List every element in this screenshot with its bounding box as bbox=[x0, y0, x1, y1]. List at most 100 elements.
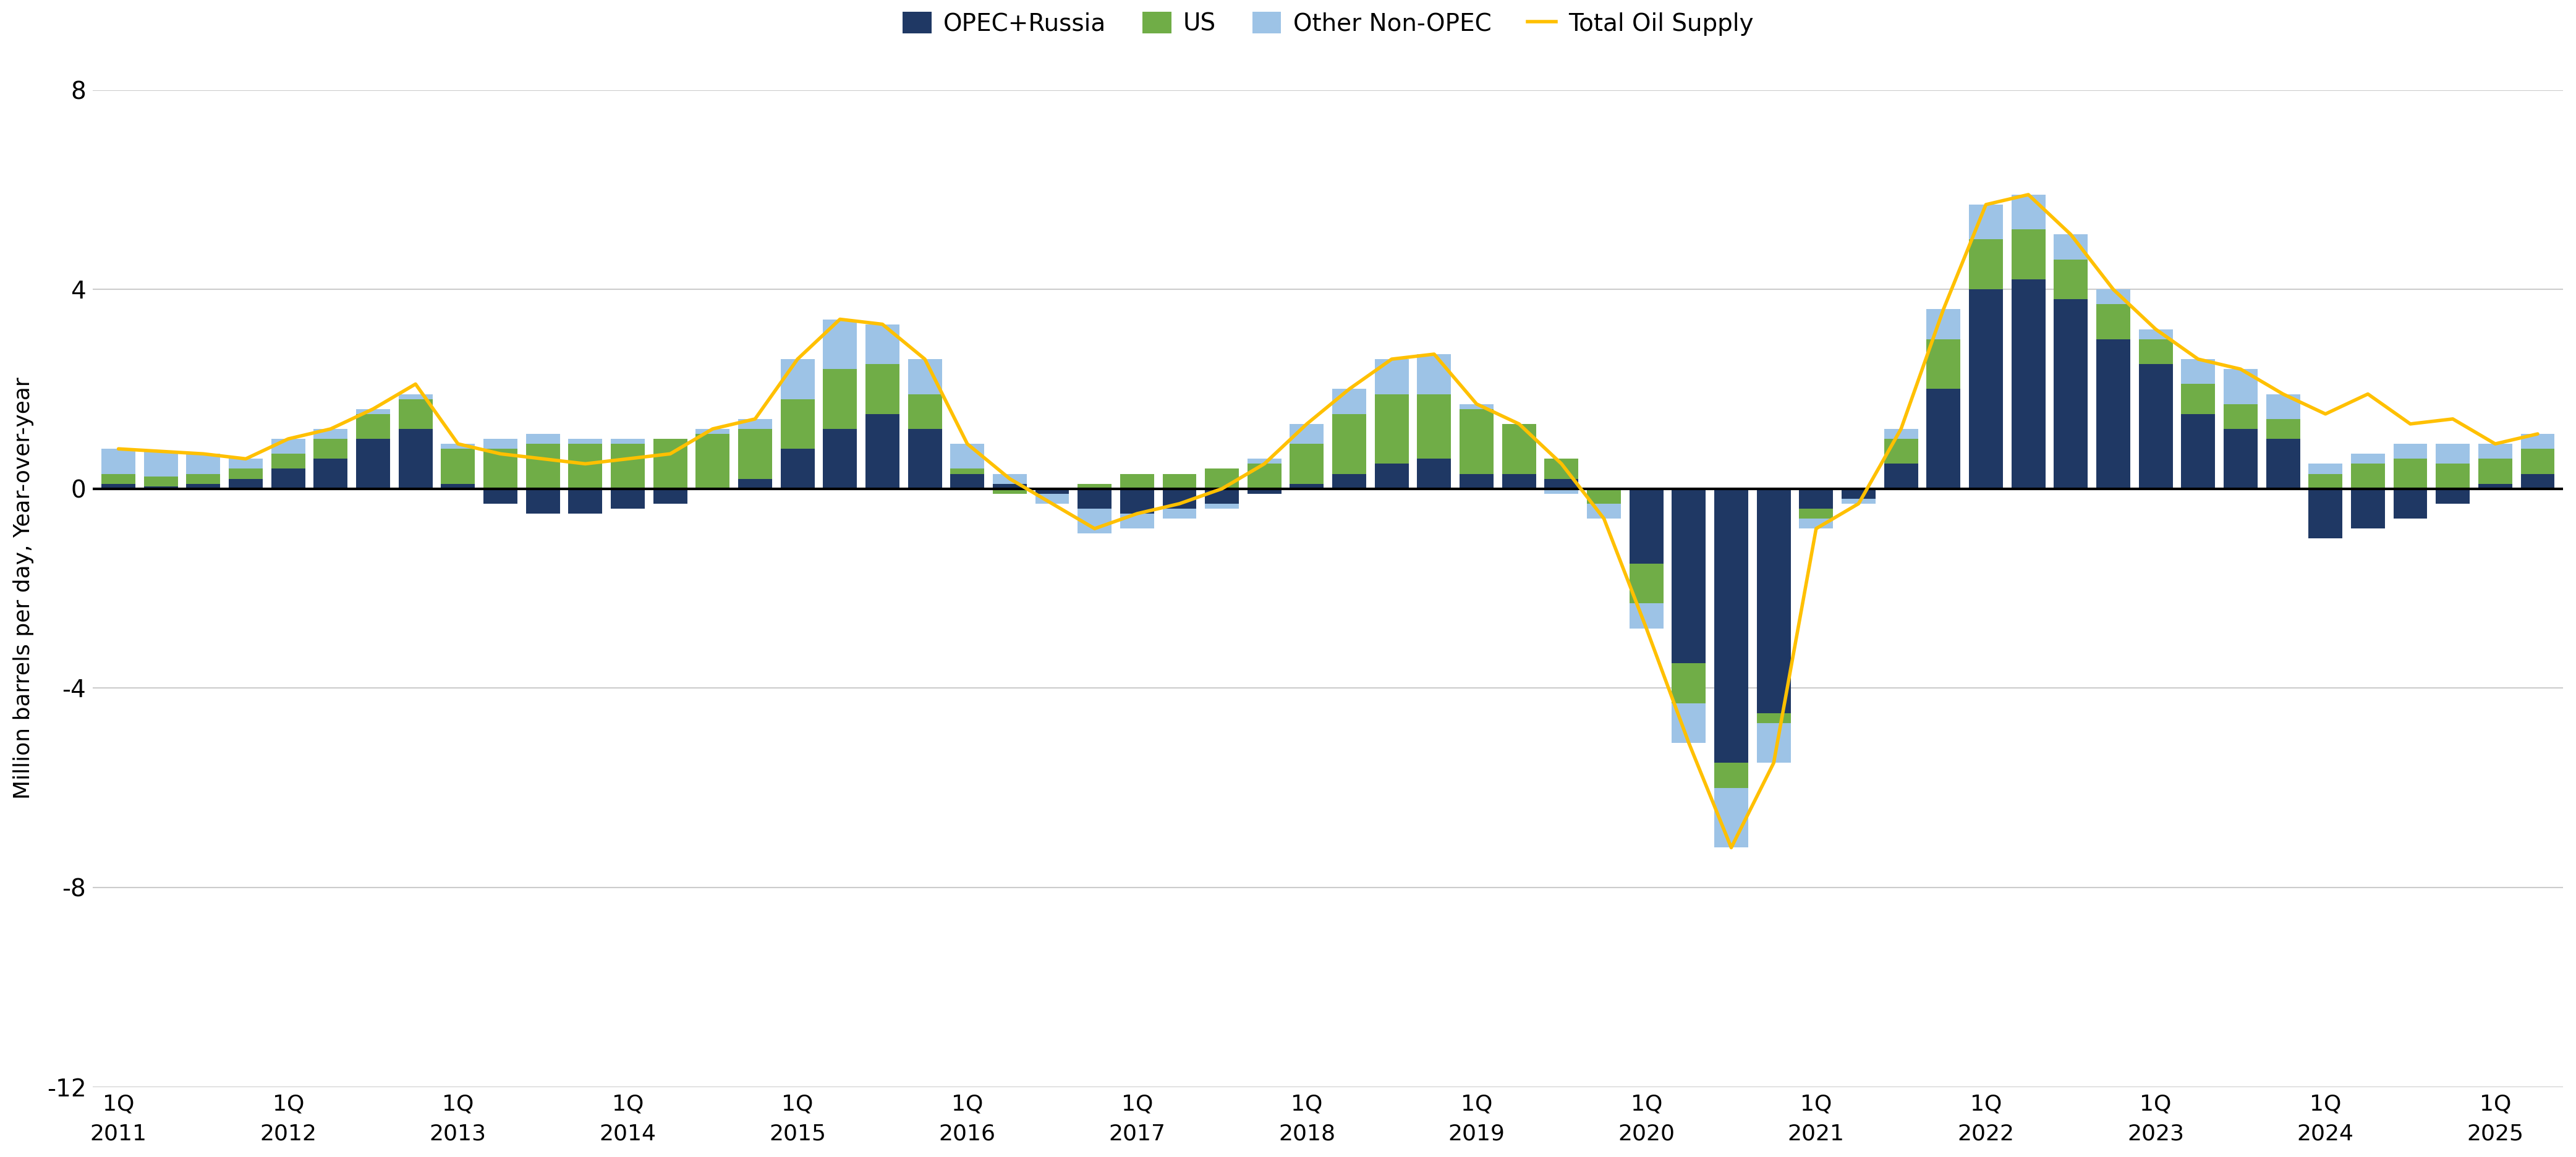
Bar bbox=[229, 469, 263, 479]
Bar bbox=[1461, 404, 1494, 408]
Bar bbox=[2053, 259, 2087, 300]
Bar bbox=[2138, 339, 2172, 364]
Bar bbox=[1206, 469, 1239, 488]
Bar bbox=[1332, 389, 1365, 414]
Bar bbox=[2182, 359, 2215, 384]
Bar bbox=[1417, 395, 1450, 459]
Bar bbox=[781, 359, 814, 399]
Bar bbox=[1162, 509, 1195, 518]
Bar bbox=[1036, 488, 1069, 494]
Bar bbox=[2223, 429, 2257, 488]
Bar bbox=[907, 429, 943, 488]
Bar bbox=[1672, 663, 1705, 703]
Bar bbox=[1631, 563, 1664, 603]
Bar bbox=[100, 473, 137, 484]
Bar bbox=[1927, 389, 1960, 488]
Bar bbox=[1631, 603, 1664, 628]
Bar bbox=[739, 419, 773, 429]
Bar bbox=[611, 439, 644, 444]
Bar bbox=[314, 459, 348, 488]
Bar bbox=[654, 439, 688, 488]
Bar bbox=[822, 429, 858, 488]
Bar bbox=[611, 444, 644, 488]
Bar bbox=[1121, 488, 1154, 514]
Bar bbox=[100, 484, 137, 488]
Bar bbox=[1461, 408, 1494, 473]
Bar bbox=[1332, 473, 1365, 488]
Bar bbox=[2012, 229, 2045, 279]
Bar bbox=[1291, 423, 1324, 444]
Bar bbox=[2223, 404, 2257, 429]
Bar bbox=[1247, 459, 1280, 464]
Bar bbox=[185, 473, 222, 484]
Bar bbox=[1587, 488, 1620, 503]
Bar bbox=[2267, 395, 2300, 419]
Y-axis label: Million barrels per day, Year-over-year: Million barrels per day, Year-over-year bbox=[13, 377, 33, 799]
Bar bbox=[2437, 444, 2470, 464]
Bar bbox=[1757, 723, 1790, 762]
Bar bbox=[440, 444, 474, 449]
Bar bbox=[440, 449, 474, 484]
Bar bbox=[526, 434, 559, 444]
Bar bbox=[1417, 354, 1450, 395]
Bar bbox=[2097, 289, 2130, 304]
Bar bbox=[2308, 473, 2342, 488]
Bar bbox=[822, 319, 858, 369]
Bar bbox=[1206, 488, 1239, 503]
Bar bbox=[992, 473, 1028, 484]
Bar bbox=[2352, 454, 2385, 464]
Bar bbox=[1121, 514, 1154, 529]
Bar bbox=[1376, 395, 1409, 464]
Bar bbox=[484, 439, 518, 449]
Bar bbox=[1417, 459, 1450, 488]
Bar bbox=[2393, 444, 2427, 459]
Bar bbox=[951, 444, 984, 469]
Bar bbox=[229, 479, 263, 488]
Bar bbox=[1757, 713, 1790, 723]
Bar bbox=[314, 439, 348, 459]
Bar bbox=[2352, 488, 2385, 529]
Bar bbox=[1672, 703, 1705, 743]
Bar bbox=[2393, 488, 2427, 518]
Bar bbox=[696, 429, 729, 434]
Bar bbox=[2522, 449, 2555, 473]
Bar bbox=[1842, 488, 1875, 499]
Bar bbox=[781, 449, 814, 488]
Bar bbox=[2182, 384, 2215, 414]
Bar bbox=[144, 451, 178, 477]
Bar bbox=[951, 469, 984, 473]
Bar bbox=[484, 449, 518, 488]
Bar bbox=[526, 488, 559, 514]
Bar bbox=[2308, 464, 2342, 473]
Bar bbox=[1502, 423, 1535, 473]
Bar bbox=[229, 459, 263, 469]
Bar bbox=[185, 454, 222, 473]
Bar bbox=[2097, 339, 2130, 488]
Bar bbox=[1332, 414, 1365, 473]
Bar bbox=[2352, 464, 2385, 488]
Bar bbox=[355, 408, 389, 414]
Bar bbox=[1206, 503, 1239, 509]
Bar bbox=[2437, 464, 2470, 488]
Bar bbox=[866, 364, 899, 414]
Bar bbox=[1247, 464, 1280, 488]
Bar bbox=[1883, 439, 1919, 464]
Bar bbox=[992, 484, 1028, 488]
Bar bbox=[1121, 473, 1154, 488]
Bar bbox=[2138, 330, 2172, 339]
Bar bbox=[484, 488, 518, 503]
Bar bbox=[866, 414, 899, 488]
Bar bbox=[951, 473, 984, 488]
Bar bbox=[1713, 488, 1749, 762]
Bar bbox=[1546, 479, 1579, 488]
Bar bbox=[569, 444, 603, 488]
Bar bbox=[1798, 509, 1834, 518]
Bar bbox=[1713, 788, 1749, 848]
Bar bbox=[907, 395, 943, 429]
Bar bbox=[781, 399, 814, 449]
Bar bbox=[1587, 503, 1620, 518]
Bar bbox=[144, 477, 178, 486]
Bar bbox=[270, 469, 304, 488]
Bar bbox=[1077, 484, 1113, 488]
Bar bbox=[270, 439, 304, 454]
